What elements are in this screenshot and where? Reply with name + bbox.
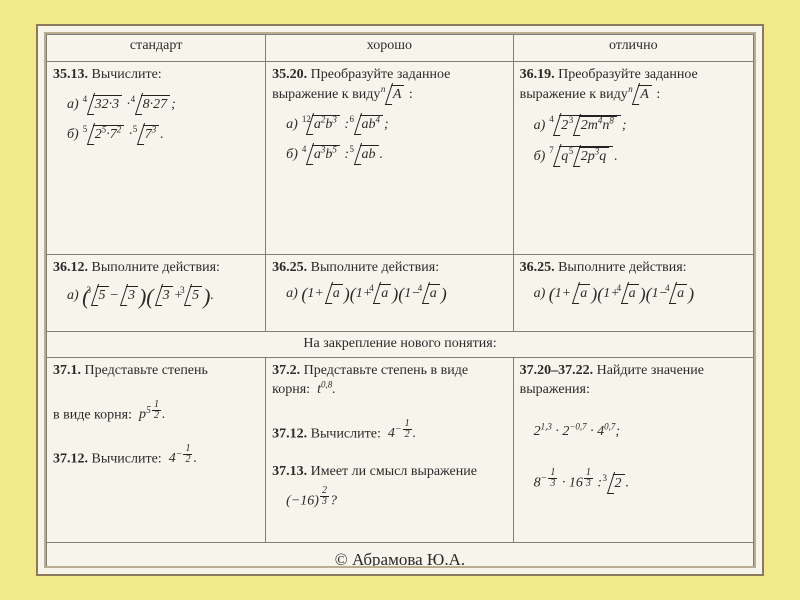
- expr-1: 21,3 · 2−0,7 · 40,7;: [534, 423, 747, 442]
- expr-a: а) 432·3 · 48·27;: [67, 95, 259, 115]
- cell-35-20: 35.20. Преобразуйте заданное выражение к…: [266, 62, 513, 255]
- cell-36-25-a: 36.25. Выполните действия: а) (1+a)(1+4a…: [266, 255, 513, 332]
- divider-row: На закрепление нового понятия:: [47, 332, 754, 358]
- task-number: 36.25.: [272, 260, 307, 275]
- task-text: Вычислите:: [92, 451, 162, 466]
- task-number: 37.1.: [53, 363, 81, 378]
- task-number: 35.20.: [272, 67, 307, 82]
- task-text: в виде корня:: [53, 407, 132, 422]
- expr-a: а) 42 32m4n8 ;: [534, 115, 747, 136]
- task-text: Представьте степень в виде корня:: [272, 363, 468, 397]
- task-number: 37.12.: [53, 451, 88, 466]
- expr-b: б) 525·72 · 573.: [67, 125, 259, 145]
- task-number: 35.13.: [53, 67, 88, 82]
- footer-row: © Абрамова Ю.А.: [47, 542, 754, 568]
- divider-text: На закрепление нового понятия:: [47, 332, 754, 358]
- expr-2: 8−13 · 1613 : 32.: [534, 468, 747, 493]
- task-text: Представьте степень: [85, 363, 208, 378]
- task-number: 36.12.: [53, 260, 88, 275]
- cell-37-right: 37.20–37.22. Найдите значение выражения:…: [513, 357, 753, 542]
- cell-35-13: 35.13. Вычислите: а) 432·3 · 48·27; б) 5…: [47, 62, 266, 255]
- outer-frame: стандарт хорошо отлично 35.13. Вычислите…: [36, 24, 764, 576]
- task-text: Имеет ли смысл выражение: [311, 464, 477, 479]
- header-excellent: отлично: [513, 35, 753, 62]
- expr-a: а) (35−3)(3+35).: [67, 282, 259, 312]
- task-number: 37.12.: [272, 426, 307, 441]
- cell-36-19: 36.19. Преобразуйте заданное выражение к…: [513, 62, 753, 255]
- header-row: стандарт хорошо отлично: [47, 35, 754, 62]
- task-text: Вычислите:: [311, 426, 381, 441]
- row-3: 37.1. Представьте степень в виде корня: …: [47, 357, 754, 542]
- inner-frame: стандарт хорошо отлично 35.13. Вычислите…: [44, 32, 756, 568]
- task-number: 37.2.: [272, 363, 300, 378]
- cell-36-12: 36.12. Выполните действия: а) (35−3)(3+3…: [47, 255, 266, 332]
- task-number: 36.25.: [520, 260, 555, 275]
- task-title: Выполните действия:: [311, 260, 439, 275]
- task-title: Выполните действия:: [558, 260, 686, 275]
- cell-37-left: 37.1. Представьте степень в виде корня: …: [47, 357, 266, 542]
- header-good: хорошо: [266, 35, 513, 62]
- expr-a: а) (1+a)(1+4a)(1−4a): [534, 282, 747, 306]
- cell-37-mid: 37.2. Представьте степень в виде корня: …: [266, 357, 513, 542]
- task-number: 37.13.: [272, 464, 307, 479]
- header-standard: стандарт: [47, 35, 266, 62]
- cell-36-25-b: 36.25. Выполните действия: а) (1+a)(1+4a…: [513, 255, 753, 332]
- expr-a: а) (1+a)(1+4a)(1−4a): [286, 282, 506, 306]
- row-1: 35.13. Вычислите: а) 432·3 · 48·27; б) 5…: [47, 62, 754, 255]
- expr-b: б) 7q 52p3q .: [534, 146, 747, 167]
- expr: (−16)23?: [286, 486, 506, 511]
- expr-b: б) 4a3b5 : 5ab.: [286, 145, 506, 165]
- task-number: 36.19.: [520, 67, 555, 82]
- expr-a: а) 12a2b3 : 6ab4;: [286, 115, 506, 135]
- worksheet-table: стандарт хорошо отлично 35.13. Вычислите…: [46, 34, 754, 568]
- task-title: Вычислите:: [92, 67, 162, 82]
- footer-text: © Абрамова Ю.А.: [47, 542, 754, 568]
- row-2: 36.12. Выполните действия: а) (35−3)(3+3…: [47, 255, 754, 332]
- task-title: Выполните действия:: [92, 260, 220, 275]
- task-number: 37.20–37.22.: [520, 363, 594, 378]
